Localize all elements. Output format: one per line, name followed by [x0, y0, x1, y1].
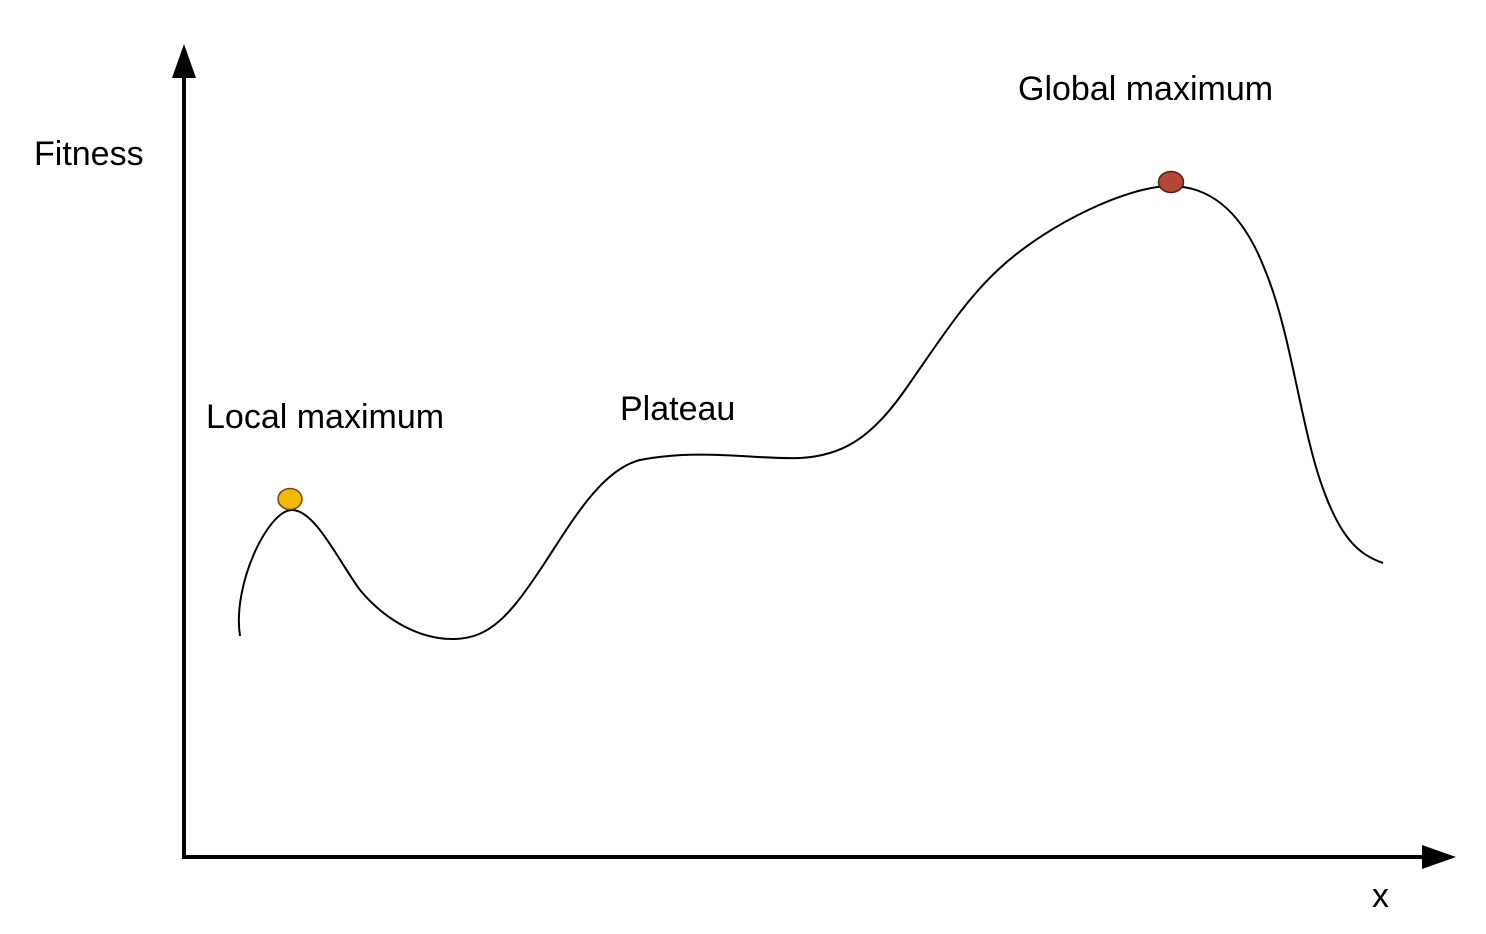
fitness-curve: [237, 184, 1384, 641]
plateau-label: Plateau: [620, 390, 735, 428]
y-axis-label: Fitness: [34, 135, 144, 173]
y-axis-arrowhead: [172, 44, 196, 78]
global-maximum-marker: [1157, 170, 1185, 194]
local-maximum-marker: [277, 487, 303, 511]
global-maximum-label: Global maximum: [1018, 70, 1273, 108]
local-maximum-label: Local maximum: [206, 398, 444, 436]
x-axis-label: x: [1372, 877, 1389, 915]
x-axis-arrowhead: [1422, 845, 1456, 869]
